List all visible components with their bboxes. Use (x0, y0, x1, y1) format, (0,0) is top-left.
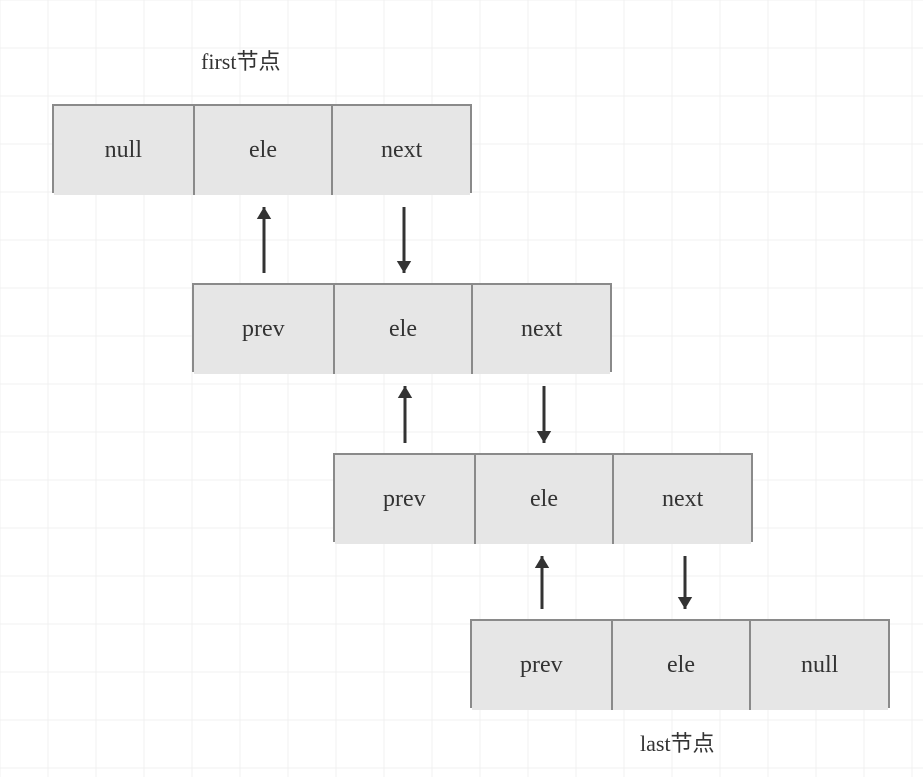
last-node-label: last节点 (640, 726, 715, 758)
linked-list-node: prevelenext (333, 453, 753, 542)
linked-list-node: prevelenext (192, 283, 612, 372)
node-cell: null (54, 106, 193, 195)
node-cell: next (331, 106, 470, 195)
node-cell: next (612, 455, 751, 544)
node-cell: null (749, 621, 888, 710)
node-cell: next (471, 285, 610, 374)
first-node-label: first节点 (201, 44, 280, 76)
diagram-canvas: first节点 last节点 nullelenextprevelenextpre… (0, 0, 923, 777)
linked-list-node: nullelenext (52, 104, 472, 193)
node-cell: ele (474, 455, 613, 544)
node-cell: prev (194, 285, 333, 374)
node-cell: prev (472, 621, 611, 710)
node-cell: ele (193, 106, 332, 195)
node-cell: ele (333, 285, 472, 374)
linked-list-node: prevelenull (470, 619, 890, 708)
node-cell: ele (611, 621, 750, 710)
node-cell: prev (335, 455, 474, 544)
